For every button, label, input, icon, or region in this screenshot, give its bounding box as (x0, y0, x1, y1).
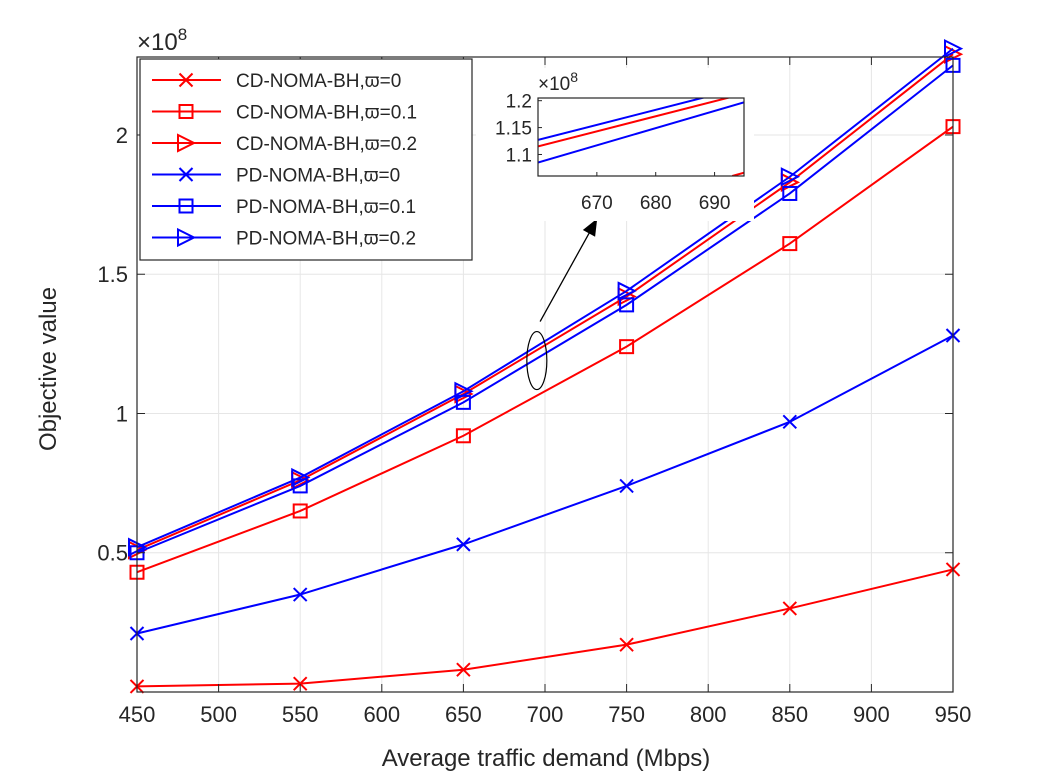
x-tick-label: 950 (935, 702, 972, 727)
x-tick-label: 450 (119, 702, 156, 727)
legend-marker (178, 72, 194, 88)
legend-label: PD-NOMA-BH,ϖ=0 (236, 166, 400, 187)
series-5 (128, 39, 964, 557)
legend-label: CD-NOMA-BH,ϖ=0.2 (236, 134, 417, 155)
data-point (292, 676, 308, 691)
y-axis-label: Objective value (35, 287, 62, 451)
series-line (136, 334, 954, 635)
data-point (617, 281, 637, 301)
data-point (454, 381, 474, 401)
legend-label: CD-NOMA-BH,ϖ=0 (236, 71, 401, 92)
svg-text:×108: ×108 (137, 25, 187, 56)
data-point (291, 467, 311, 488)
legend-entry: CD-NOMA-BH,ϖ=0.2 (152, 133, 417, 155)
data-point (782, 185, 798, 201)
data-point (619, 478, 634, 494)
inset-y-tick-label: 1.15 (495, 119, 532, 140)
legend-box (139, 58, 473, 261)
legend-entry: PD-NOMA-BH,ϖ=0.1 (152, 197, 416, 218)
x-tick-label: 550 (282, 702, 319, 727)
data-point (782, 236, 798, 252)
inset-x-tick-label: 670 (581, 193, 613, 214)
series-line (136, 125, 954, 574)
series-line (136, 64, 954, 554)
zoom-annotation (526, 218, 598, 391)
y-exponent-power: 8 (178, 25, 187, 44)
y-exponent-label: ×108 (137, 25, 187, 56)
x-axis-label: Average traffic demand (Mbps) (382, 745, 711, 772)
legend-entry: CD-NOMA-BH,ϖ=0.1 (152, 103, 417, 124)
legend: CD-NOMA-BH,ϖ=0 CD-NOMA-BH,ϖ=0.1 CD-NOMA-BH… (139, 58, 473, 261)
legend-label: PD-NOMA-BH,ϖ=0.2 (236, 229, 416, 250)
data-point (780, 167, 801, 187)
data-point (292, 503, 308, 519)
legend-label: PD-NOMA-BH,ϖ=0.1 (236, 197, 416, 218)
zoom-arrow-line (539, 218, 598, 322)
data-point (619, 297, 635, 313)
data-point (619, 339, 635, 355)
x-tick-label: 600 (363, 702, 400, 727)
x-tick-label: 750 (608, 702, 645, 727)
data-point (456, 662, 471, 677)
data-point (619, 637, 634, 652)
axes: 450 500 550 600 650 700 750 800 850 900 950 0.5 1 1.5… (97, 56, 972, 727)
inset-zoom-plot: ×108 670 680 690 1.1 1.15 1.2 (476, 68, 754, 221)
inset-y-tick-label: 1.1 (506, 145, 532, 166)
legend-marker (178, 104, 194, 119)
zoom-arrow-head (582, 218, 598, 237)
data-point (782, 414, 798, 430)
legend-marker (177, 227, 197, 248)
data-point (455, 428, 471, 444)
inset-series-line (538, 98, 706, 141)
inset-exponent-power: 8 (570, 69, 578, 85)
series-line (136, 568, 954, 688)
x-tick-label: 800 (690, 702, 727, 727)
inset-x-tick-label: 680 (640, 193, 672, 214)
y-tick-label: 0.5 (97, 541, 128, 566)
y-tick-label: 2 (116, 123, 128, 148)
series-layer (128, 39, 964, 694)
inset-x-tick-label: 690 (699, 193, 731, 214)
x-tick-label: 900 (853, 702, 890, 727)
legend-entry: CD-NOMA-BH,ϖ=0 (152, 71, 401, 92)
inset-series-line (538, 101, 744, 164)
x-tick-label: 650 (445, 702, 482, 727)
legend-marker (177, 133, 197, 153)
zoom-ellipse (526, 330, 548, 391)
series-4 (129, 57, 961, 561)
y-tick-label: 1.5 (97, 262, 128, 287)
data-point (782, 601, 798, 616)
legend-label: CD-NOMA-BH,ϖ=0.1 (236, 103, 417, 124)
legend-entry: PD-NOMA-BH,ϖ=0 (152, 166, 400, 187)
data-point (292, 587, 308, 602)
series-line (136, 47, 954, 549)
inset-background (476, 68, 754, 221)
legend-entry: PD-NOMA-BH,ϖ=0.2 (152, 227, 416, 250)
inset-exponent-base: ×10 (538, 74, 570, 95)
inset-series-line (538, 98, 732, 148)
y-tick-label: 1 (116, 401, 128, 426)
x-tick-label: 700 (527, 702, 564, 727)
y-exponent-base: ×10 (137, 29, 178, 56)
inset-y-tick-label: 1.2 (506, 92, 532, 113)
x-tick-label: 850 (771, 702, 808, 727)
data-point (944, 39, 964, 59)
inset-frame (537, 97, 745, 177)
x-tick-label: 500 (200, 702, 237, 727)
legend-marker (178, 167, 194, 182)
inset-exponent-label: ×108 (538, 69, 578, 95)
series-3 (129, 328, 961, 641)
data-point (456, 537, 471, 552)
legend-marker (178, 198, 194, 214)
